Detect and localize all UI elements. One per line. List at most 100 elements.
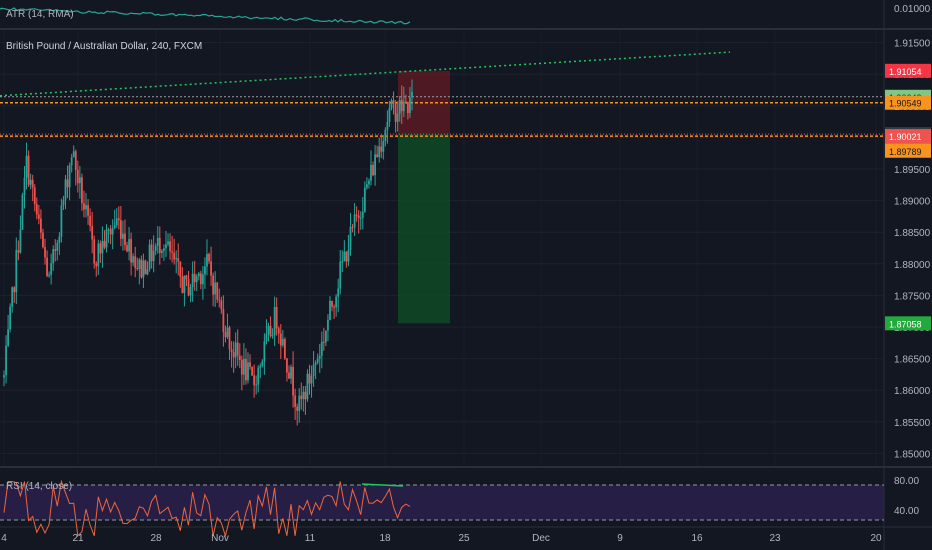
- candle-body: [380, 146, 383, 152]
- price-tick-label: 1.87500: [894, 291, 931, 302]
- atr-label[interactable]: ATR (14, RMA): [6, 9, 74, 20]
- candle-body: [208, 254, 210, 262]
- candle-body: [27, 155, 30, 185]
- candle-body: [386, 121, 389, 130]
- candle-body: [257, 367, 260, 385]
- candle-body: [212, 275, 215, 295]
- candle-body: [341, 261, 344, 263]
- candle-body: [142, 260, 145, 278]
- candle-body: [347, 249, 350, 262]
- candle-body: [130, 239, 133, 263]
- candle-body: [44, 247, 46, 258]
- candle-body: [72, 151, 75, 158]
- candle-body: [214, 282, 217, 295]
- candle-body: [185, 275, 188, 280]
- time-tick-label: 11: [305, 533, 316, 544]
- candle-body: [247, 362, 249, 381]
- position-zones: [398, 70, 450, 324]
- candle-body: [81, 177, 83, 204]
- candle-body: [406, 102, 409, 113]
- candle-body: [318, 355, 321, 359]
- time-tick-label: Nov: [211, 533, 229, 544]
- candle-body: [343, 251, 346, 262]
- candle-body: [158, 237, 161, 253]
- time-tick-label: Dec: [532, 533, 550, 544]
- candle-body: [103, 240, 106, 248]
- candle-body: [115, 218, 118, 226]
- candle-body: [288, 372, 290, 379]
- candle-body: [62, 199, 65, 206]
- price-tick-label: 1.86500: [894, 355, 931, 366]
- candle-body: [249, 362, 251, 367]
- candle-body: [76, 169, 79, 184]
- candle-body: [165, 244, 167, 249]
- price-tag-label: 1.91054: [889, 67, 922, 77]
- candle-body: [261, 361, 264, 366]
- candle-body: [119, 220, 122, 239]
- time-tick-label: 25: [458, 533, 470, 544]
- trendline: [0, 51, 731, 97]
- candle-body: [193, 273, 196, 283]
- candle-body: [228, 327, 231, 350]
- candle-body: [11, 287, 14, 307]
- candle-body: [363, 187, 366, 212]
- candle-body: [107, 229, 110, 231]
- time-tick-label: 20: [870, 533, 882, 544]
- candle-body: [25, 155, 28, 178]
- candle-body: [222, 309, 225, 332]
- rsi-tick-label-80: 80.00: [894, 476, 919, 487]
- candle-body: [66, 179, 69, 188]
- rsi-label[interactable]: RSI (14, close): [6, 481, 73, 492]
- candle-body: [189, 287, 192, 296]
- candle-body: [402, 101, 405, 112]
- candle-body: [140, 259, 143, 278]
- candle-body: [298, 395, 301, 411]
- candle-body: [281, 338, 284, 346]
- candle-body: [113, 225, 116, 229]
- time-tick-label: 21: [72, 533, 84, 544]
- candle-body: [357, 215, 360, 218]
- price-tag-bg: [885, 316, 931, 331]
- candle-body: [33, 187, 36, 205]
- candle-body: [234, 342, 237, 358]
- candle-body: [175, 258, 178, 260]
- candle-body: [210, 261, 212, 276]
- candle-body: [398, 99, 401, 114]
- candle-body: [167, 241, 169, 245]
- candle-body: [308, 373, 311, 384]
- candle-body: [23, 177, 26, 195]
- time-tick-label: 4: [1, 533, 7, 544]
- candle-body: [292, 366, 294, 396]
- candle-body: [296, 406, 299, 411]
- candle-body: [238, 355, 241, 360]
- candle-body: [197, 273, 200, 277]
- candle-body: [273, 307, 276, 336]
- candle-body: [74, 151, 77, 170]
- candle-body: [169, 241, 171, 252]
- candle-body: [148, 244, 151, 270]
- candle-body: [259, 365, 262, 368]
- candle-body: [9, 306, 12, 330]
- candle-body: [333, 306, 335, 308]
- candle-body: [302, 391, 305, 400]
- horizontal-levels: [0, 51, 884, 137]
- price-tag-bg: [885, 95, 931, 110]
- candle-body: [58, 236, 61, 243]
- candle-body: [171, 251, 174, 253]
- candle-body: [382, 141, 385, 152]
- candle-body: [97, 243, 100, 267]
- price-tag-bg: [885, 143, 931, 158]
- candle-body: [40, 218, 42, 233]
- candle-body: [329, 300, 331, 320]
- candle-body: [50, 263, 53, 275]
- candlesticks: [3, 79, 413, 426]
- candle-body: [117, 218, 120, 221]
- candle-body: [335, 296, 338, 308]
- candle-body: [87, 205, 89, 216]
- candle-body: [111, 228, 114, 235]
- rsi-line: [3, 479, 411, 538]
- candle-body: [56, 242, 59, 251]
- candle-body: [183, 275, 186, 294]
- candle-body: [351, 227, 354, 229]
